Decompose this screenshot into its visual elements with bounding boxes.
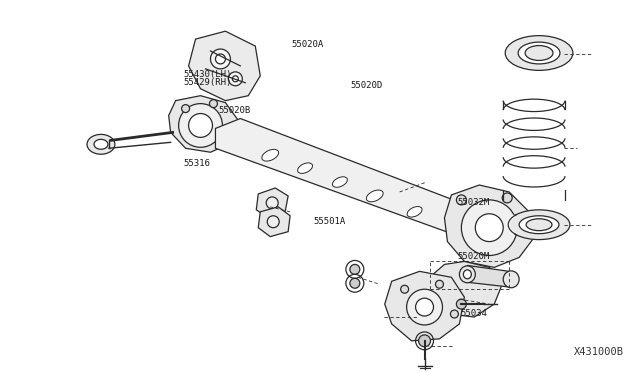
Ellipse shape xyxy=(298,163,312,173)
Text: 55316: 55316 xyxy=(183,159,210,169)
Ellipse shape xyxy=(94,140,108,149)
Ellipse shape xyxy=(518,42,560,64)
Circle shape xyxy=(350,264,360,274)
Text: X431000B: X431000B xyxy=(573,347,623,357)
Ellipse shape xyxy=(463,270,471,279)
Circle shape xyxy=(216,54,225,64)
Circle shape xyxy=(401,285,408,293)
Text: 55034: 55034 xyxy=(460,309,487,318)
Polygon shape xyxy=(189,31,260,101)
Circle shape xyxy=(456,195,467,205)
Circle shape xyxy=(415,298,433,316)
Ellipse shape xyxy=(503,271,519,288)
Circle shape xyxy=(456,299,467,309)
Text: 55032M: 55032M xyxy=(457,198,489,207)
Polygon shape xyxy=(429,262,504,317)
Ellipse shape xyxy=(505,36,573,70)
Circle shape xyxy=(189,113,212,137)
Ellipse shape xyxy=(525,45,553,60)
Ellipse shape xyxy=(366,190,383,202)
Circle shape xyxy=(179,104,223,147)
Polygon shape xyxy=(216,119,479,235)
Ellipse shape xyxy=(407,206,422,217)
Polygon shape xyxy=(259,207,290,237)
Ellipse shape xyxy=(262,150,278,161)
Text: 55430(LH): 55430(LH) xyxy=(183,70,232,79)
Text: 55020M: 55020M xyxy=(457,251,489,261)
Ellipse shape xyxy=(519,216,559,234)
Circle shape xyxy=(461,200,517,256)
Polygon shape xyxy=(385,271,465,341)
Text: 55020A: 55020A xyxy=(291,41,324,49)
Polygon shape xyxy=(444,185,534,267)
Circle shape xyxy=(232,76,238,82)
Circle shape xyxy=(476,214,503,241)
Ellipse shape xyxy=(460,266,476,283)
Circle shape xyxy=(419,335,431,347)
Text: 55501A: 55501A xyxy=(314,217,346,225)
Ellipse shape xyxy=(332,177,348,187)
Circle shape xyxy=(525,224,533,232)
Circle shape xyxy=(209,100,218,108)
Circle shape xyxy=(211,49,230,69)
Ellipse shape xyxy=(508,210,570,240)
Circle shape xyxy=(406,289,442,325)
Text: 55020D: 55020D xyxy=(351,81,383,90)
Circle shape xyxy=(435,280,444,288)
Circle shape xyxy=(182,105,189,113)
Ellipse shape xyxy=(526,219,552,231)
Polygon shape xyxy=(169,96,238,152)
Polygon shape xyxy=(256,188,288,218)
Circle shape xyxy=(502,193,512,203)
Ellipse shape xyxy=(87,134,115,154)
Circle shape xyxy=(266,197,278,209)
Circle shape xyxy=(451,310,458,318)
Text: 55020B: 55020B xyxy=(218,106,250,115)
Circle shape xyxy=(228,72,243,86)
Text: 55429(RH): 55429(RH) xyxy=(183,78,232,87)
Polygon shape xyxy=(467,265,511,287)
Circle shape xyxy=(350,278,360,288)
Circle shape xyxy=(268,216,279,228)
